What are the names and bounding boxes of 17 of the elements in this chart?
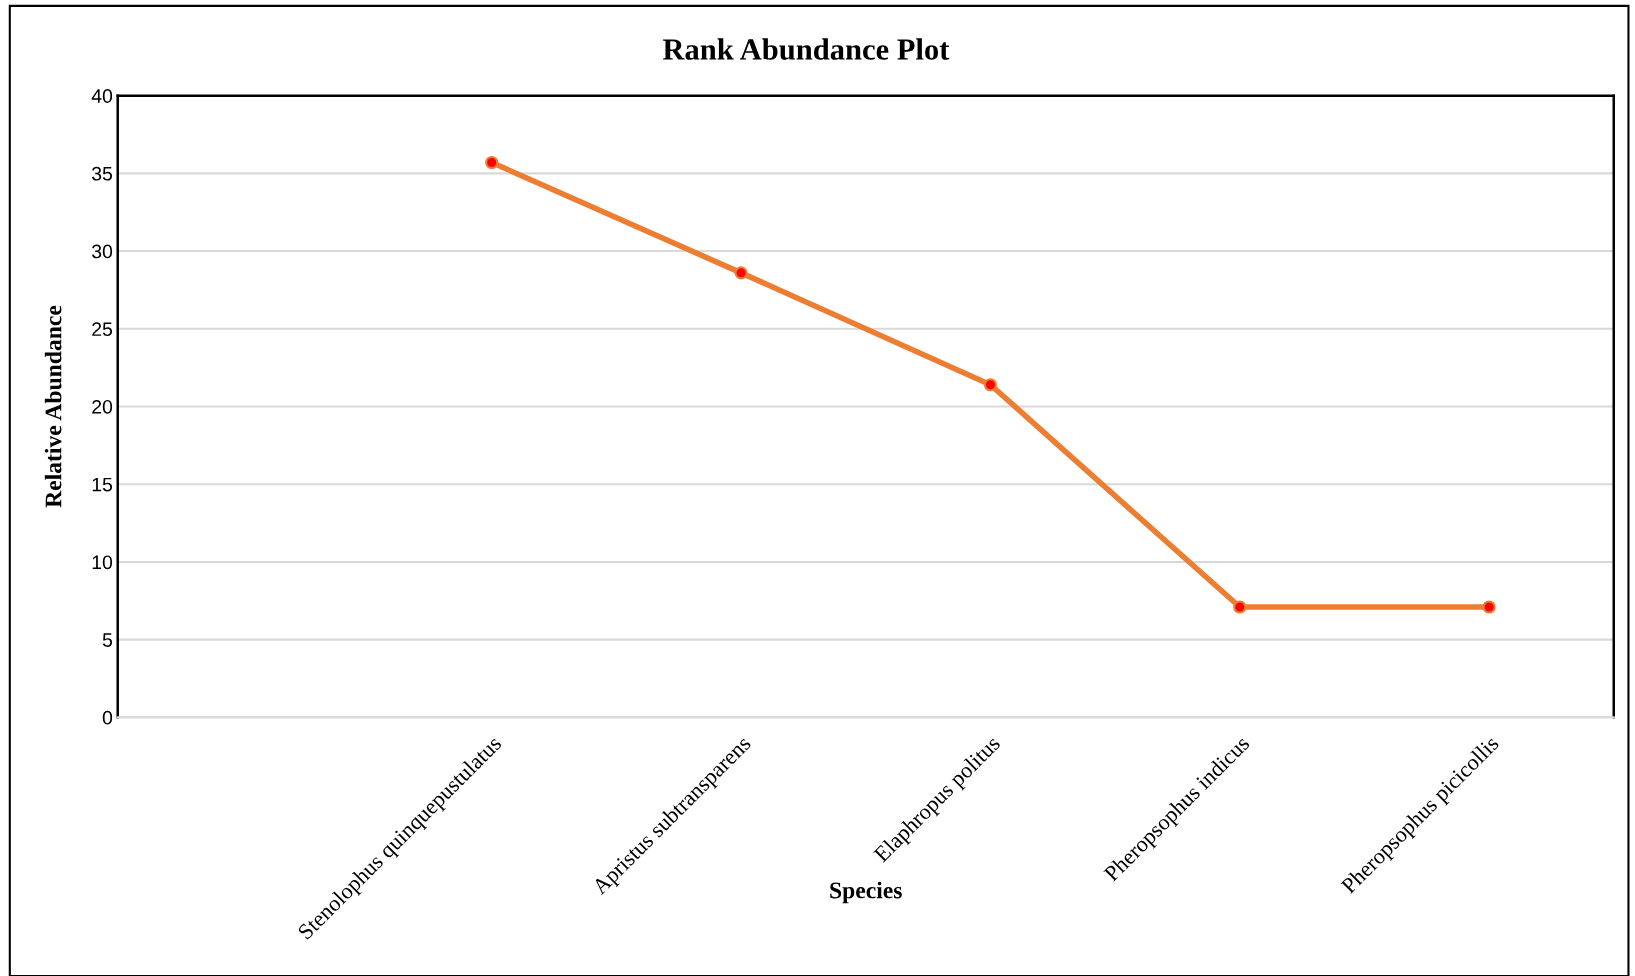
y-tick-label: 40 — [91, 89, 113, 103]
y-tick-label: 25 — [92, 322, 113, 337]
y-axis-title: Relative Abundance — [44, 305, 62, 508]
y-tick-label: 15 — [92, 477, 113, 492]
x-axis-title: Species — [830, 881, 902, 904]
y-tick-label: 20 — [92, 399, 113, 414]
point — [734, 266, 748, 280]
y-tick-label: 5 — [102, 633, 113, 647]
y-tick-label: 10 — [92, 555, 113, 570]
y-tick-label: 0 — [102, 710, 113, 725]
point — [1233, 600, 1247, 614]
chart-title: Rank Abundance Plot — [662, 38, 950, 60]
point — [983, 378, 997, 392]
y-tick-label: 35 — [91, 166, 113, 181]
y-tick-label: 30 — [91, 244, 113, 259]
point — [485, 155, 499, 170]
point — [1482, 600, 1496, 614]
